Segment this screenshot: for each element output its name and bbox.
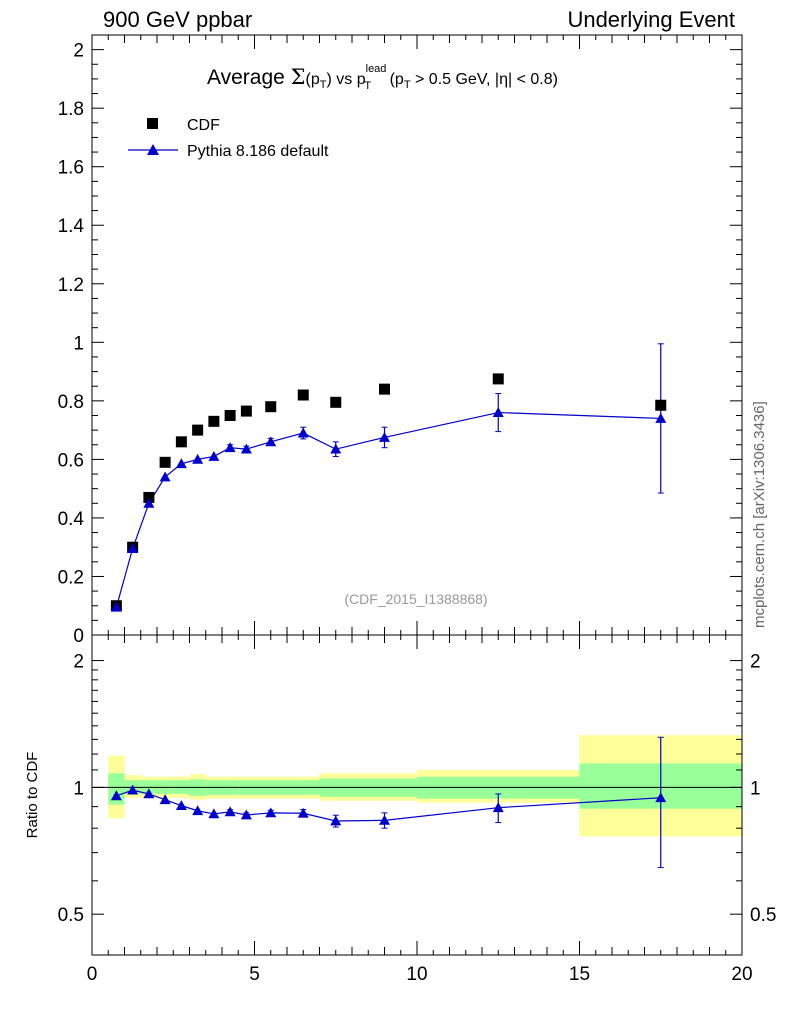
ratio-point (159, 794, 171, 805)
pythia-point (192, 453, 204, 464)
ratio-point (208, 808, 220, 819)
legend-label-cdf: CDF (187, 117, 220, 134)
ratio-y-tick-label-right: 1 (750, 778, 761, 799)
main-data-marks (110, 343, 667, 612)
y-tick-label: 1.2 (58, 275, 84, 296)
ratio-point (143, 788, 155, 799)
band-inner (108, 773, 125, 805)
ratio-axes: 0.5 0.51 12 20 5 10 15 20 (58, 635, 776, 985)
x-tick-label: 0 (87, 964, 98, 985)
cdf-point (330, 396, 342, 408)
pythia-point (240, 443, 252, 454)
y-tick-label: 0 (73, 626, 84, 647)
ratio-y-tick-label-right: 0.5 (750, 905, 776, 926)
cdf-point (655, 399, 667, 411)
cdf-point (379, 383, 390, 395)
y-tick-label: 2 (73, 41, 84, 62)
ratio-point (192, 805, 204, 816)
cdf-point (224, 409, 236, 421)
cdf-point (208, 415, 220, 427)
ratio-uncertainty-bands (108, 735, 742, 837)
cdf-point (492, 373, 504, 385)
y-tick-label: 0.6 (58, 450, 84, 471)
legend: CDF Pythia 8.186 default (128, 117, 329, 160)
cdf-point (159, 456, 171, 468)
y-tick-label: 0.8 (58, 392, 84, 413)
main-axes: 0 0.2 0.4 0.6 0.8 1 1.2 1.4 1.6 1.8 2 (58, 34, 743, 647)
analysis-watermark: (CDF_2015_I1388868) (344, 591, 487, 607)
pythia-point (175, 458, 187, 469)
pythia-point (330, 443, 342, 454)
x-tick-label: 10 (406, 964, 427, 985)
ratio-point (265, 807, 277, 818)
x-tick-label: 20 (731, 964, 752, 985)
y-tick-label: 1.8 (58, 99, 84, 120)
header-analysis: Underlying Event (567, 7, 735, 32)
pythia-point (159, 471, 171, 482)
ratio-point (127, 784, 139, 795)
cdf-point (175, 436, 187, 448)
cdf-point (240, 405, 252, 417)
pythia-point (265, 436, 277, 447)
ratio-point (492, 802, 504, 813)
pythia-point (297, 427, 309, 438)
ratio-data-marks (110, 736, 667, 869)
pythia-point (110, 601, 122, 612)
header-energy: 900 GeV ppbar (103, 7, 253, 32)
cdf-point (265, 401, 277, 413)
ratio-point (655, 792, 667, 803)
legend-marker-pythia (147, 144, 159, 155)
legend-label-pythia: Pythia 8.186 default (187, 143, 329, 160)
y-tick-label: 1.6 (58, 158, 84, 179)
ratio-point (175, 800, 187, 811)
ratio-point (240, 809, 252, 820)
pythia-point (127, 543, 139, 554)
cdf-point (297, 389, 309, 401)
pythia-point (492, 407, 504, 417)
source-label: mcplots.cern.ch [arXiv:1306.3436] (751, 401, 768, 628)
plot-title: Average Σ(pT) vs plead T (pT > 0.5 GeV, |… (207, 63, 558, 92)
ratio-y-axis-label: Ratio to CDF (24, 752, 41, 839)
cdf-point (192, 424, 204, 436)
x-tick-label: 5 (249, 964, 260, 985)
pythia-point (143, 497, 155, 508)
ratio-point (330, 815, 342, 826)
ratio-point (224, 806, 236, 817)
ratio-y-tick-label: 1 (73, 778, 84, 799)
ratio-y-tick-label-right: 2 (750, 652, 761, 673)
ratio-y-tick-label: 0.5 (58, 905, 84, 926)
x-tick-label: 15 (569, 964, 590, 985)
pythia-point (655, 412, 667, 423)
y-tick-label: 1.4 (58, 216, 85, 237)
y-tick-label: 1 (73, 333, 84, 354)
ratio-point (110, 790, 122, 801)
ratio-point (379, 814, 390, 825)
pythia-point (208, 450, 220, 461)
ratio-y-tick-label: 2 (73, 652, 84, 673)
ratio-point (297, 807, 309, 818)
cdf-point (143, 491, 155, 503)
legend-marker-cdf (147, 118, 158, 129)
y-tick-label: 0.2 (58, 567, 84, 588)
pythia-point (379, 431, 390, 442)
pythia-point (224, 442, 236, 453)
y-tick-label: 0.4 (58, 509, 85, 530)
